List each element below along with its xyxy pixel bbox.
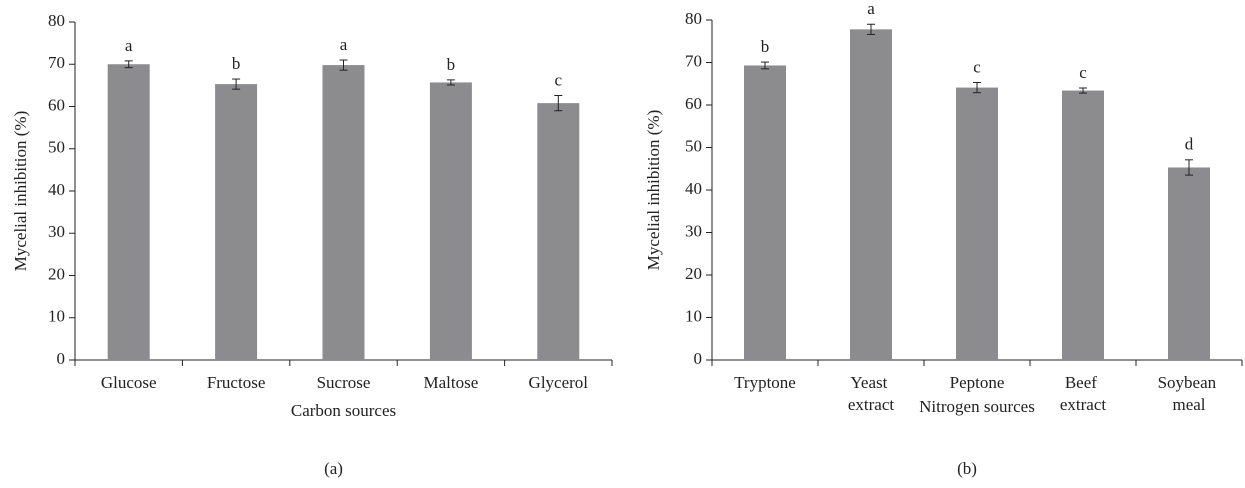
bar xyxy=(215,84,258,361)
y-axis-label: Mycelial inhibition (%) xyxy=(644,110,663,271)
x-tick-label: Glucose xyxy=(101,373,157,392)
x-axis-label: Nitrogen sources xyxy=(919,397,1035,416)
significance-label: a xyxy=(340,35,348,54)
bar xyxy=(850,29,892,360)
significance-label: c xyxy=(1079,63,1087,82)
panel-label: (a) xyxy=(324,459,343,478)
y-tick-label: 40 xyxy=(685,179,702,198)
y-tick-label: 0 xyxy=(694,349,703,368)
x-axis-label: Carbon sources xyxy=(291,401,396,420)
bar xyxy=(1062,90,1104,361)
bar xyxy=(956,87,998,360)
y-tick-label: 70 xyxy=(685,51,702,70)
y-tick-label: 80 xyxy=(685,9,702,28)
significance-label: a xyxy=(867,0,875,18)
significance-label: c xyxy=(973,57,981,76)
y-tick-label: 70 xyxy=(48,53,65,72)
x-tick-label: Sucrose xyxy=(317,373,371,392)
bar xyxy=(322,65,365,360)
significance-label: c xyxy=(555,70,563,89)
y-tick-label: 20 xyxy=(48,264,65,283)
y-tick-label: 10 xyxy=(685,306,702,325)
significance-label: b xyxy=(232,54,241,73)
x-tick-label: Yeast extract xyxy=(848,373,895,414)
y-tick-label: 0 xyxy=(57,349,66,368)
x-tick-label: Peptone xyxy=(950,373,1005,392)
y-tick-label: 80 xyxy=(48,11,65,30)
bar xyxy=(744,65,786,360)
x-tick-label: Glycerol xyxy=(529,373,589,392)
x-tick-label: Soybean meal xyxy=(1158,373,1221,414)
y-tick-label: 40 xyxy=(48,180,65,199)
x-tick-label: Maltose xyxy=(424,373,479,392)
bar xyxy=(107,64,150,360)
y-tick-label: 60 xyxy=(48,95,65,114)
bar xyxy=(1168,167,1210,360)
x-tick-label: Tryptone xyxy=(734,373,796,392)
significance-label: b xyxy=(761,37,770,56)
significance-label: b xyxy=(447,55,456,74)
y-tick-label: 10 xyxy=(48,307,65,326)
significance-label: d xyxy=(1185,135,1194,154)
y-tick-label: 60 xyxy=(685,94,702,113)
y-tick-label: 30 xyxy=(48,222,65,241)
y-tick-label: 50 xyxy=(48,138,65,157)
y-axis-label: Mycelial inhibition (%) xyxy=(11,111,30,272)
panel-label: (b) xyxy=(957,459,977,478)
y-tick-label: 20 xyxy=(685,264,702,283)
x-tick-label: Beef extract xyxy=(1060,373,1107,414)
y-tick-label: 50 xyxy=(685,136,702,155)
x-tick-label: Fructose xyxy=(207,373,266,392)
bar xyxy=(537,103,580,361)
y-tick-label: 30 xyxy=(685,221,702,240)
significance-label: a xyxy=(125,36,133,55)
bar xyxy=(429,82,472,360)
